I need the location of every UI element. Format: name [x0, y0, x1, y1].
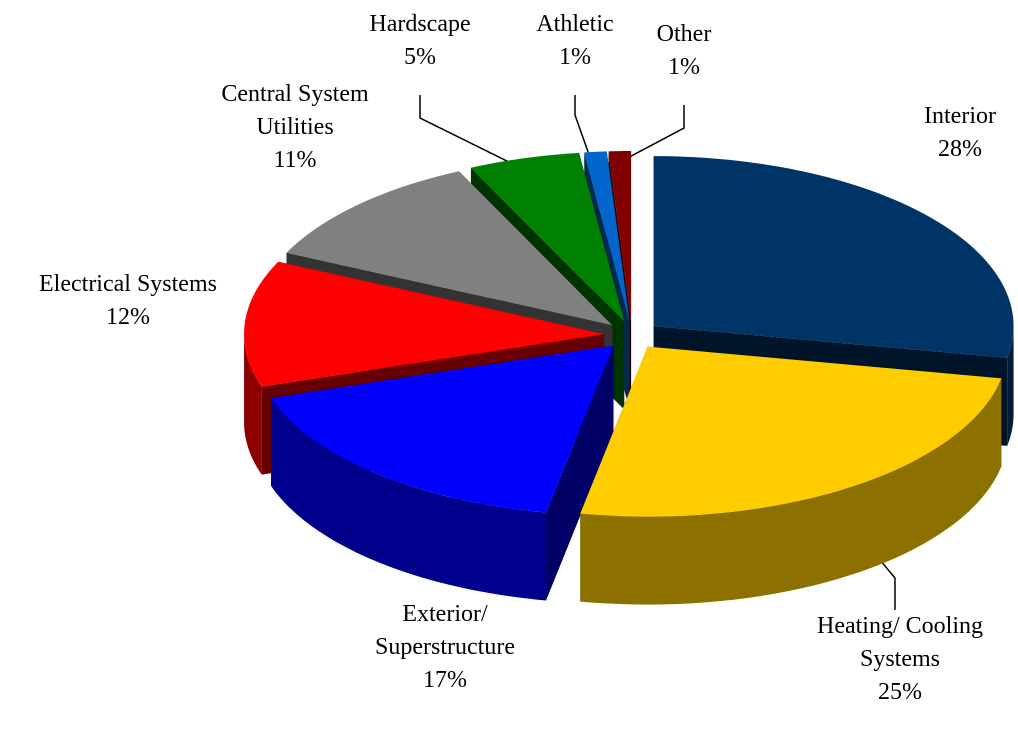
slice-top — [580, 346, 1002, 517]
category-label: Exterior/ Superstructure — [375, 601, 515, 660]
value-label: 5% — [404, 44, 436, 70]
slice-wall — [271, 398, 547, 601]
data-label: Athletic 1% — [515, 8, 635, 74]
slice-top — [271, 345, 614, 513]
leader-line — [879, 559, 896, 610]
value-label: 25% — [878, 679, 922, 705]
data-label: Hardscape 5% — [340, 8, 500, 74]
value-label: 11% — [273, 147, 317, 173]
data-label: Exterior/ Superstructure 17% — [335, 598, 555, 697]
data-label: Central System Utilities 11% — [185, 78, 405, 177]
leader-line — [419, 95, 516, 166]
category-label: Central System Utilities — [221, 81, 369, 140]
slice-top — [470, 152, 625, 322]
category-label: Heating/ Cooling Systems — [817, 613, 983, 672]
category-label: Athletic — [536, 11, 614, 37]
category-label: Interior — [924, 103, 996, 129]
leader-line — [574, 95, 593, 164]
slice-top — [653, 156, 1014, 358]
slice-top — [608, 151, 632, 322]
slice — [580, 346, 1002, 605]
leader-lines — [419, 95, 896, 610]
data-label: Interior 28% — [900, 100, 1018, 166]
value-label: 17% — [423, 667, 467, 693]
value-label: 1% — [668, 54, 700, 80]
category-label: Hardscape — [369, 11, 471, 37]
slice-wall — [580, 378, 1002, 605]
slice-wall — [244, 334, 262, 475]
slice-top — [244, 261, 605, 387]
slice — [271, 345, 614, 601]
leader-line — [619, 105, 685, 163]
data-label: Other 1% — [634, 18, 734, 84]
value-label: 12% — [106, 304, 150, 330]
value-label: 1% — [559, 44, 591, 70]
category-label: Electrical Systems — [39, 271, 217, 297]
data-label: Electrical Systems 12% — [0, 268, 258, 334]
slice-top — [286, 171, 613, 326]
category-label: Other — [656, 21, 712, 47]
slice-top — [584, 151, 630, 322]
slice-wall — [1007, 326, 1014, 446]
value-label: 28% — [938, 136, 982, 162]
data-label: Heating/ Cooling Systems 25% — [790, 610, 1010, 709]
